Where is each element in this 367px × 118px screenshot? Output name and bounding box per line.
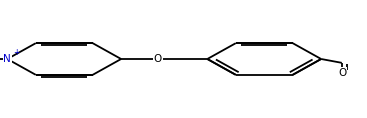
Text: N: N bbox=[3, 54, 11, 64]
Text: O: O bbox=[338, 68, 346, 78]
Text: O: O bbox=[154, 54, 162, 64]
Text: +: + bbox=[13, 48, 20, 57]
